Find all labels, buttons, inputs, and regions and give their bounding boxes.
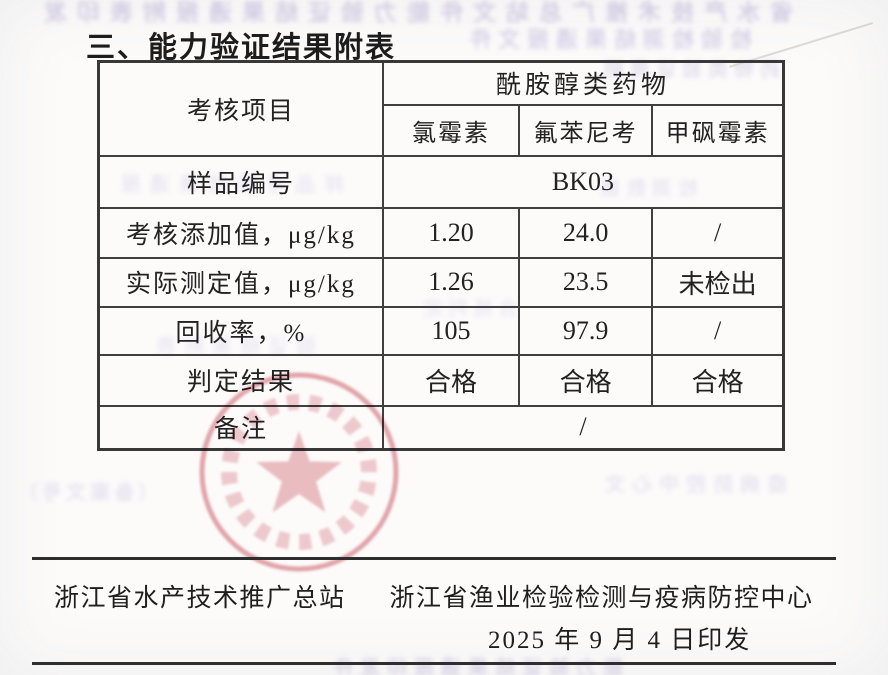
cell-value: 105 [381, 305, 521, 356]
bleed-strip: 检验检测结果通报文件 [462, 27, 753, 52]
cell-value: 合格 [651, 353, 785, 407]
footer-top-rule [32, 557, 836, 560]
org-left: 浙江省水产技术推广总站 [54, 585, 346, 612]
cell-value: 合格 [381, 353, 521, 407]
table-row-spiked-value: 考核添加值，μg/kg 1.20 24.0 / [97, 206, 785, 259]
cell-value: / [651, 206, 785, 259]
cell-remarks: / [381, 404, 785, 451]
issuing-organizations: 浙江省水产技术推广总站 浙江省渔业检验检测与疫病防控中心 [54, 578, 854, 614]
column-header-chloramphenicol: 氯霉素 [381, 103, 521, 157]
column-header-florfenicol: 氟苯尼考 [518, 103, 654, 157]
row-label: 备注 [97, 404, 384, 451]
row-label: 考核添加值，μg/kg [97, 206, 384, 259]
bleed-strip: 疫病防控中心文 [598, 474, 787, 496]
table-group-header: 酰胺醇类药物 [381, 60, 785, 106]
table-row-measured-value: 实际测定值，μg/kg 1.26 23.5 未检出 [97, 256, 785, 308]
cell-value: 1.20 [381, 206, 521, 259]
cell-value: 23.5 [518, 256, 654, 308]
row-label: 判定结果 [97, 353, 384, 407]
table-row-group-header: 考核项目 酰胺醇类药物 [97, 60, 785, 157]
bleed-strip: 省水产技术推广总站文件能力验证结果通报附表印发 [34, 0, 793, 25]
table-corner-header: 考核项目 [97, 60, 384, 157]
row-label: 实际测定值，μg/kg [97, 256, 384, 308]
org-right: 浙江省渔业检验检测与疫病防控中心 [389, 585, 814, 612]
cell-value: 合格 [518, 353, 654, 407]
row-label: 样品编号 [97, 154, 384, 209]
bleed-strip: （备案文号） [14, 482, 158, 504]
cell-value: 24.0 [518, 206, 654, 259]
table-row-recovery-rate: 回收率，% 105 97.9 / [97, 305, 785, 356]
cell-value: 1.26 [381, 256, 521, 308]
cell-value: 未检出 [651, 256, 785, 308]
cell-value: / [651, 305, 785, 356]
table-row-judgment: 判定结果 合格 合格 合格 [97, 353, 785, 407]
results-table: 考核项目 酰胺醇类药物 氯霉素 氟苯尼考 甲砜霉素 样品编号 BK03 考核添加… [97, 60, 785, 451]
column-header-thiamphenicol: 甲砜霉素 [651, 103, 785, 157]
section-title: 三、能力验证结果附表 [86, 32, 397, 64]
table-row-remarks: 备注 / [97, 404, 785, 451]
row-label: 回收率，% [97, 305, 384, 356]
cell-sample-id: BK03 [381, 154, 785, 209]
footer-bottom-rule [32, 662, 836, 665]
table-row-column-headers: 氯霉素 氟苯尼考 甲砜霉素 [99, 103, 785, 157]
table-row-sample-id: 样品编号 BK03 [97, 154, 785, 209]
issue-date: 2025 年 9 月 4 日印发 [488, 627, 752, 654]
cell-value: 97.9 [518, 305, 654, 356]
